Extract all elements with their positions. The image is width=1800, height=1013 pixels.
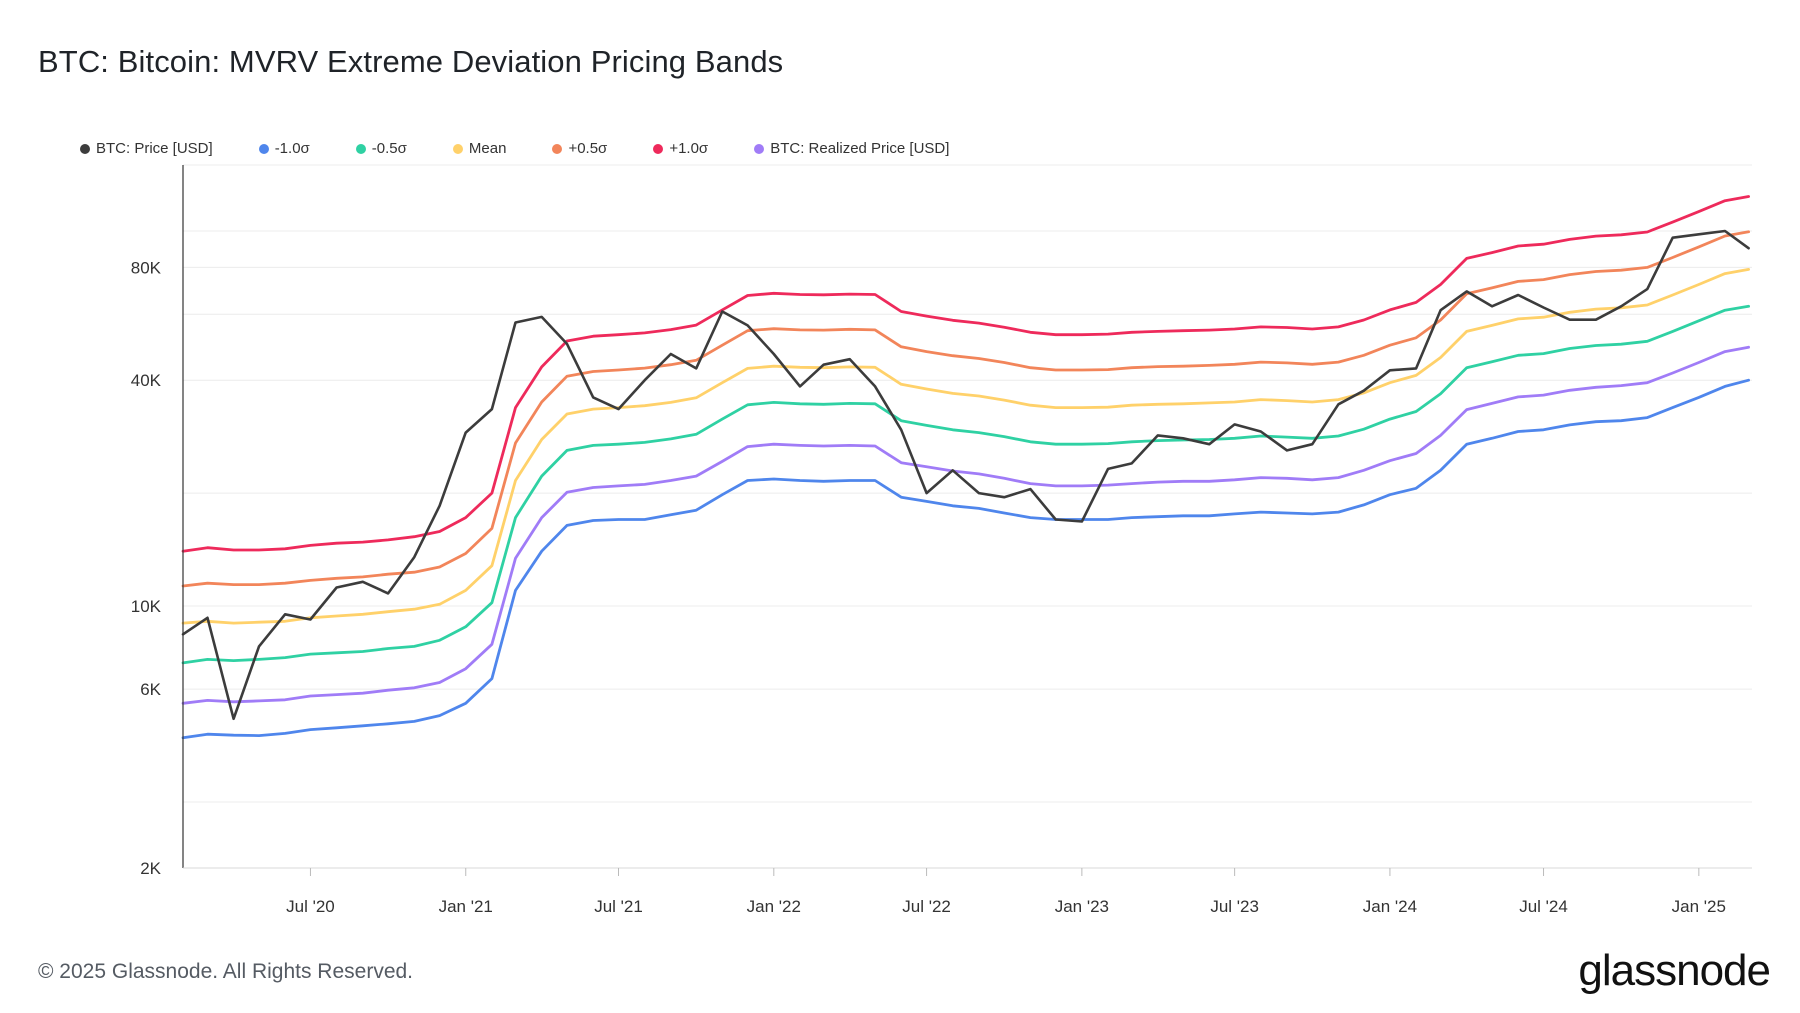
legend-dot-icon — [754, 143, 765, 154]
legend-dot-icon — [552, 143, 563, 154]
x-tick-label: Jan '23 — [1055, 897, 1109, 916]
y-tick-label: 2K — [140, 859, 161, 878]
y-tick-label: 80K — [131, 258, 162, 277]
legend-label: -0.5σ — [371, 140, 407, 157]
x-tick-label: Jul '24 — [1519, 897, 1568, 916]
legend-dot-icon — [355, 143, 366, 154]
series-line--0-5-[interactable] — [181, 230, 1750, 588]
y-tick-label: 6K — [140, 680, 161, 699]
chart-title: BTC: Bitcoin: MVRV Extreme Deviation Pri… — [38, 44, 784, 79]
legend-item-realized-price[interactable]: BTC: Realized Price [USD] — [754, 140, 949, 157]
copyright-footer: © 2025 Glassnode. All Rights Reserved. — [38, 960, 414, 983]
x-tick-label: Jan '24 — [1363, 897, 1417, 916]
x-tick-label: Jul '22 — [902, 897, 951, 916]
x-tick-label: Jan '21 — [439, 897, 493, 916]
legend-label: BTC: Price [USD] — [96, 140, 213, 157]
legend-dot-icon — [452, 143, 463, 154]
series-line--0-5-[interactable] — [181, 304, 1750, 665]
legend-item-mean[interactable]: Mean — [452, 140, 507, 157]
legend-label: -1.0σ — [274, 140, 310, 157]
series-line-btc-realized-price-usd-[interactable] — [181, 345, 1750, 705]
x-tick-label: Jul '23 — [1210, 897, 1259, 916]
series-lines — [181, 195, 1750, 740]
series-line--1-0-[interactable] — [181, 378, 1750, 740]
glassnode-logo: glassnode — [1578, 946, 1771, 995]
chart-legend: BTC: Price [USD] -1.0σ -0.5σ Mean +0.5σ … — [80, 140, 995, 157]
x-tick-label: Jan '25 — [1672, 897, 1726, 916]
series-line-btc-price-usd-[interactable] — [181, 229, 1750, 721]
axes: 2K 6K 10K 40K 80K Jul '20 Jan '21 Jul '21 Jan '2… — [131, 165, 1752, 916]
legend-item-price[interactable]: BTC: Price [USD] — [80, 140, 213, 157]
legend-label: BTC: Realized Price [USD] — [770, 140, 950, 157]
x-tick-label: Jan '22 — [747, 897, 801, 916]
legend-label: +0.5σ — [568, 140, 608, 157]
legend-item-minus-half-sigma[interactable]: -0.5σ — [355, 140, 407, 157]
series-line-mean[interactable] — [181, 267, 1750, 625]
x-tick-label: Jul '21 — [594, 897, 643, 916]
legend-item-minus-1sigma[interactable]: -1.0σ — [258, 140, 310, 157]
y-tick-label: 40K — [131, 371, 162, 390]
x-tick-label: Jul '20 — [286, 897, 335, 916]
legend-label: +1.0σ — [669, 140, 709, 157]
legend-label: Mean — [468, 140, 507, 157]
legend-dot-icon — [258, 143, 269, 154]
legend-dot-icon — [653, 143, 664, 154]
series-line--1-0-[interactable] — [181, 195, 1750, 553]
legend-dot-icon — [80, 143, 90, 154]
legend-item-plus-half-sigma[interactable]: +0.5σ — [552, 140, 607, 157]
y-tick-label: 10K — [131, 597, 162, 616]
legend-item-plus-1sigma[interactable]: +1.0σ — [653, 140, 708, 157]
